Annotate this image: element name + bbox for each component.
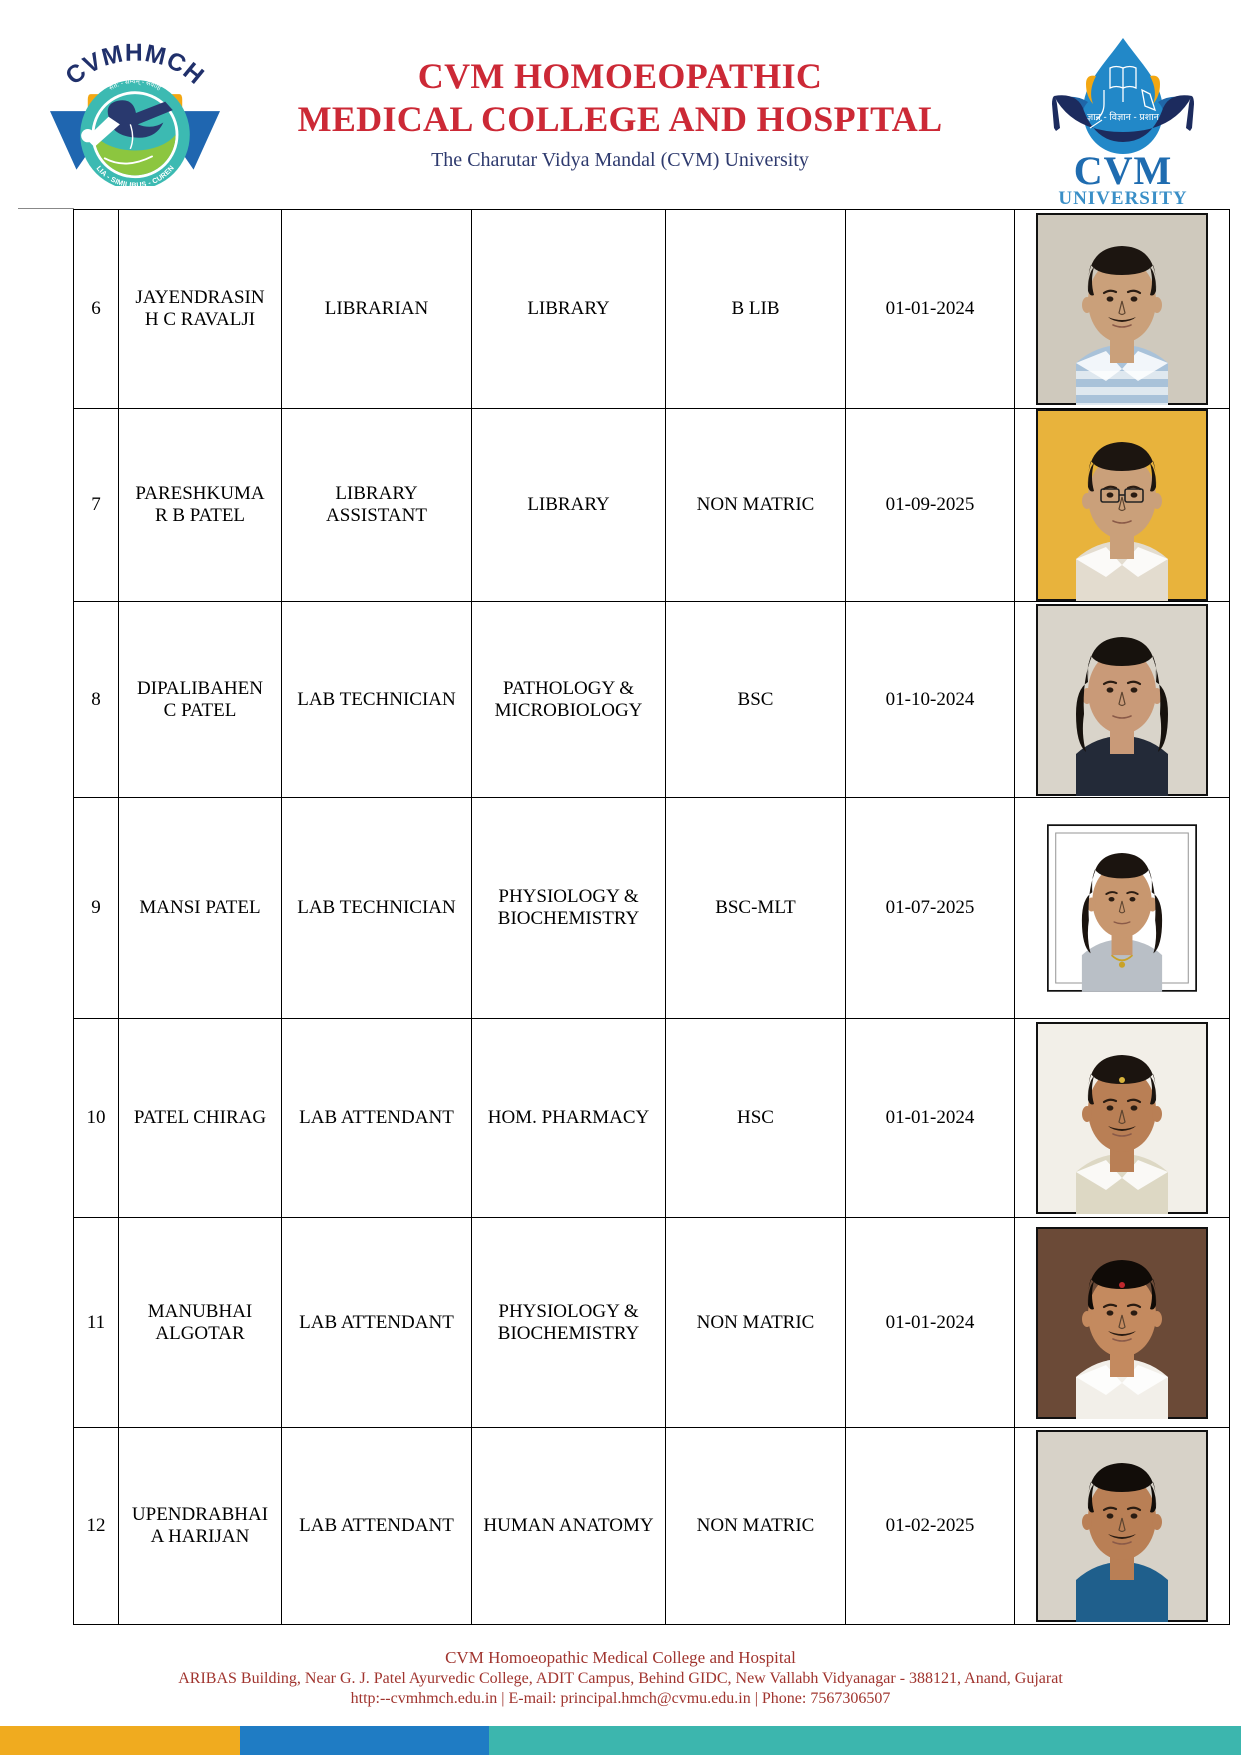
svg-text:UNIVERSITY: UNIVERSITY: [1058, 188, 1187, 208]
svg-text:ज्ञान - विज्ञान - प्रशान: ज्ञान - विज्ञान - प्रशान: [1087, 111, 1160, 123]
svg-text:CVM: CVM: [1074, 148, 1173, 193]
